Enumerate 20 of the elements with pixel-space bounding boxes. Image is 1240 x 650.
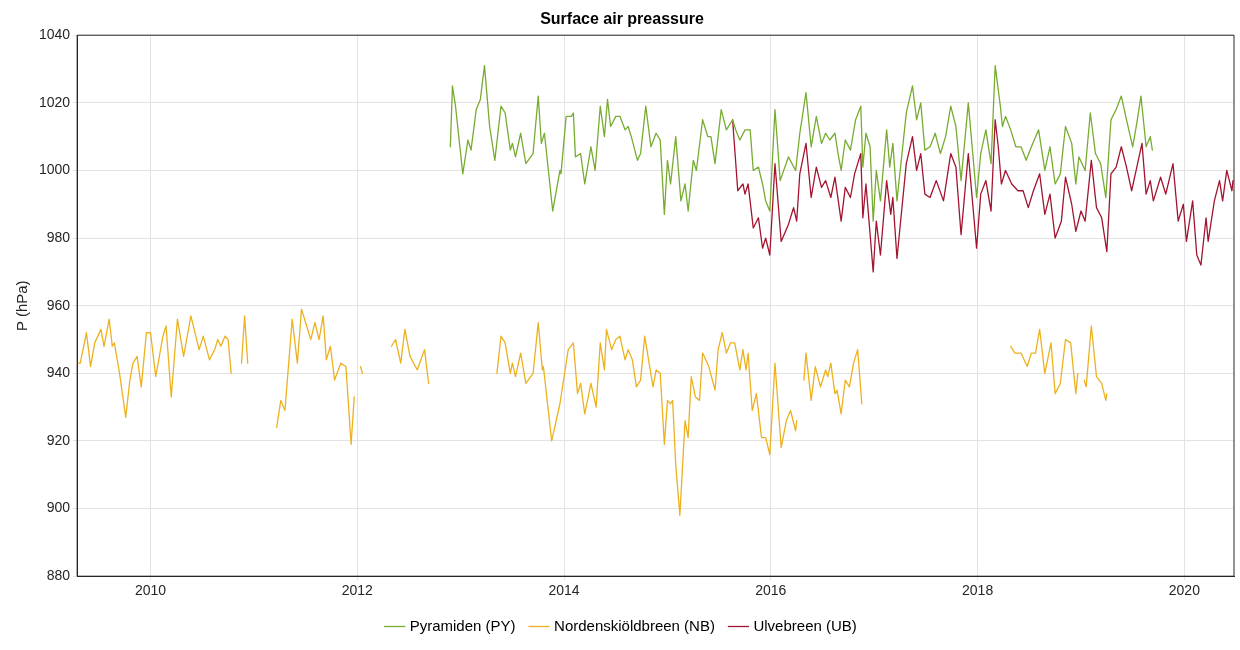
y-tick-label: 880 [46, 567, 71, 584]
y-tick-label: 940 [46, 364, 71, 381]
y-tick-label: 1020 [38, 93, 71, 110]
y-tick-label: 980 [46, 228, 71, 245]
x-tick-label: 2018 [962, 582, 994, 599]
y-tick-label: 920 [46, 431, 71, 448]
x-tick-label: 2010 [134, 582, 167, 599]
y-tick-label: 1000 [38, 161, 71, 178]
y-tick-label: 1040 [38, 26, 71, 43]
x-tick-label: 2016 [755, 582, 787, 599]
y-axis-title: P (hPa) [13, 280, 31, 331]
legend-label: Nordenskiöldbreen (NB) [554, 616, 715, 634]
legend-label: Pyramiden (PY) [409, 616, 516, 634]
x-tick-label: 2012 [341, 582, 374, 599]
y-tick-label: 900 [46, 499, 71, 516]
legend-label: Ulvebreen (UB) [753, 616, 857, 634]
x-tick-label: 2014 [548, 582, 580, 599]
x-tick-label: 2020 [1168, 582, 1201, 599]
chart-title: Surface air preassure [540, 10, 704, 28]
y-tick-label: 960 [46, 296, 71, 313]
